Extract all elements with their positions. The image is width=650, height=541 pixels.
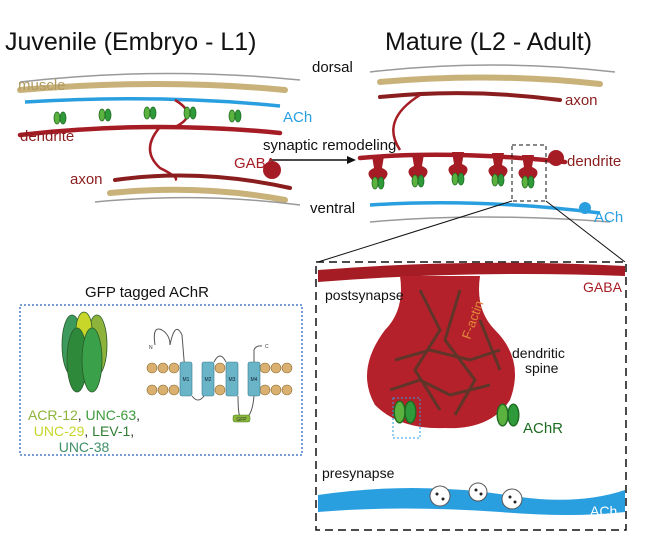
gfp-panel-title: GFP tagged AChR [85,284,209,301]
ventral-label: ventral [310,200,355,217]
presynapse [318,487,625,515]
m4-label: M4 [251,377,258,383]
dendrite [17,124,283,138]
c-terminus-label: C [265,344,269,350]
dendritic-spine-label-2: spine [525,360,559,376]
achr-pentamer-icon [61,311,108,393]
postsynapse-label: postsynapse [325,287,404,303]
achr-topology-icon: GFP N C M1 M2 M3 M4 [146,328,293,423]
presynapse-label: presynapse [322,465,395,481]
achr-label: AChR [523,420,563,437]
n-terminus-label: N [149,345,153,351]
m1-label: M1 [183,377,190,383]
mature-axon-label: axon [565,92,598,109]
dendrite-label: dendrite [20,128,74,145]
spine-detail-panel: F-actin postsynapse GABA dendritic spine… [315,261,627,531]
dendritic-spine-label: dendritic [512,345,565,361]
muscle-label: muscle [18,77,66,94]
subunit-list-line1: ACR-12, UNC-63, [28,407,140,423]
subunit-list-line2: UNC-29, LEV-1, [34,423,134,439]
gaba-neuron-soma [263,161,281,179]
muscle [17,81,288,93]
m3-label: M3 [229,377,236,383]
remodeling-arrow [270,156,356,164]
dorsal-label: dorsal [312,59,353,76]
mature-dendrite-label: dendrite [567,153,621,170]
gaba-label: GABA [234,155,276,172]
gfp-panel: GFP tagged AChR GFP N C [19,284,303,456]
mature-schematic: axon dendrite ACh [317,64,626,263]
m2-label: M2 [205,377,212,383]
juvenile-schematic: muscle ACh dendrite GABA axon [17,72,312,206]
axon [113,173,292,190]
detail-gaba-label: GABA [583,279,623,295]
axon-label: axon [70,171,103,188]
ach-axon [24,97,281,108]
synaptic-remodeling-label: synaptic remodeling [263,137,396,154]
zoom-region-box [511,144,547,202]
gfp-tag-label: GFP [236,417,247,423]
ach-label: ACh [283,109,312,126]
juvenile-title: Juvenile (Embryo - L1) [5,28,256,56]
mature-title: Mature (L2 - Adult) [385,28,592,56]
subunit-list-line3: UNC-38 [59,439,110,455]
detail-ach-label: ACh [590,503,617,519]
mature-ach-label: ACh [594,209,623,226]
